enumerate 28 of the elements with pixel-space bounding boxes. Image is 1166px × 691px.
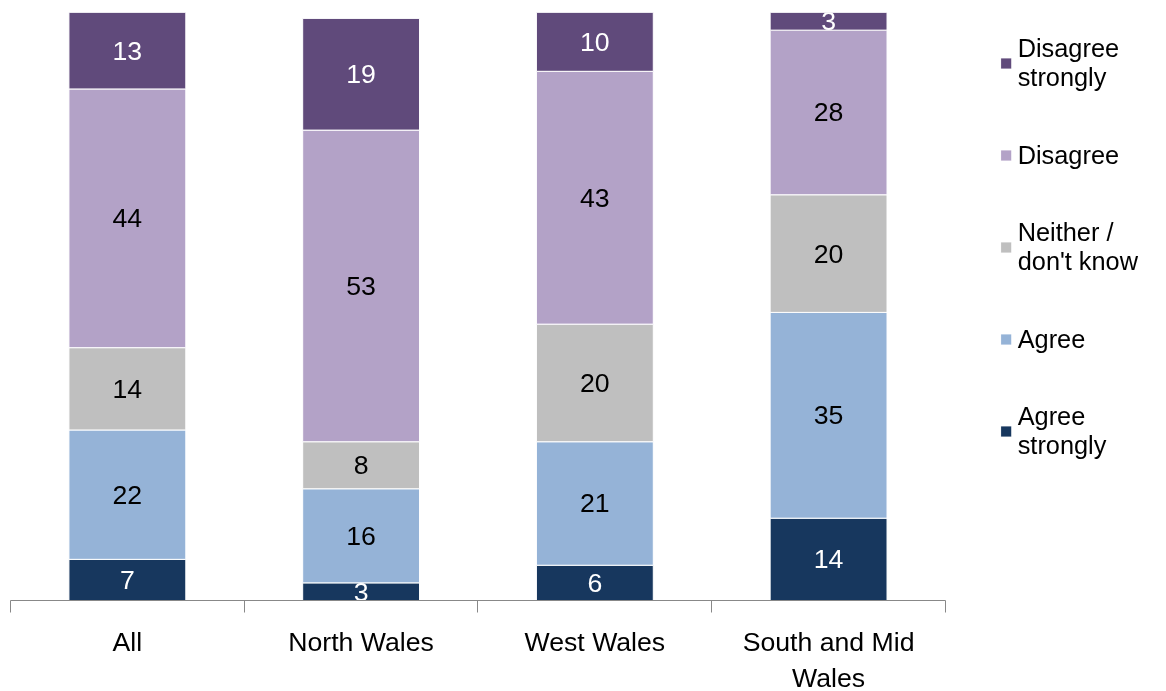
data-label: 53 xyxy=(346,270,376,301)
data-label: 19 xyxy=(346,59,376,90)
x-tick-label: South and Mid Wales xyxy=(742,626,915,691)
data-label: 21 xyxy=(580,488,610,519)
data-label: 6 xyxy=(587,567,603,598)
data-label: 28 xyxy=(813,97,844,128)
legend-label: Agree xyxy=(1017,324,1086,354)
data-label: 8 xyxy=(353,450,369,481)
data-label: 35 xyxy=(813,400,844,431)
legend-label: Agree strongly xyxy=(1017,402,1107,460)
legend-label: Neither / don't know xyxy=(1017,218,1138,276)
x-tick-label: All xyxy=(112,626,143,657)
data-label: 22 xyxy=(112,479,143,510)
x-tick-label: West Wales xyxy=(524,626,666,657)
data-label: 43 xyxy=(580,182,610,213)
x-tick-label: North Wales xyxy=(288,626,434,657)
data-label: 20 xyxy=(580,367,610,398)
data-label: 10 xyxy=(580,26,610,57)
data-label: 13 xyxy=(112,35,143,66)
legend-label: Disagree xyxy=(1017,140,1120,170)
legend-label: Disagree strongly xyxy=(1017,34,1120,92)
data-label: 14 xyxy=(813,544,844,575)
data-label: 44 xyxy=(112,203,143,234)
data-label: 14 xyxy=(112,373,143,404)
data-label: 3 xyxy=(821,6,837,37)
data-label: 20 xyxy=(813,238,844,269)
data-label: 16 xyxy=(346,520,376,551)
data-label: 7 xyxy=(119,564,135,595)
